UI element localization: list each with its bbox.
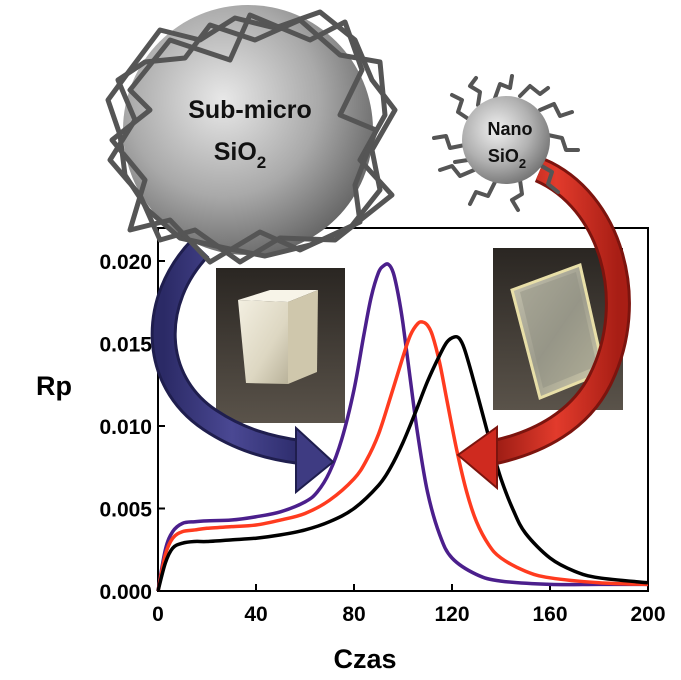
sub-micro-sio2-particle: Sub-micro SiO2 — [105, 5, 398, 265]
y-axis: 0.000 0.005 0.010 0.015 0.020 — [99, 251, 165, 604]
series-layer — [156, 262, 649, 592]
opaque-sample-photo — [216, 268, 345, 423]
y-tick-label: 0.020 — [99, 251, 152, 274]
nano-label-line2: SiO2 — [488, 146, 526, 171]
nano-sio2-particle: Nano SiO2 — [432, 74, 580, 212]
blue-arrow — [150, 238, 335, 495]
y-tick-label: 0.015 — [99, 334, 152, 357]
series-line-1 — [156, 262, 648, 592]
red-arrow — [456, 158, 631, 491]
x-tick-label: 200 — [630, 603, 665, 626]
y-axis-title: Rp — [36, 371, 72, 401]
x-axis-title: Czas — [333, 644, 396, 674]
nano-label-line1: Nano — [488, 119, 533, 139]
x-tick-label: 0 — [152, 603, 164, 626]
x-tick-label: 160 — [532, 603, 567, 626]
sub-micro-label-line2: SiO2 — [214, 138, 267, 172]
x-tick-label: 120 — [434, 603, 469, 626]
series-line-2 — [156, 320, 649, 592]
y-tick-label: 0.000 — [99, 581, 152, 604]
sub-micro-label-line1: Sub-micro — [188, 96, 312, 124]
y-tick-label: 0.005 — [99, 499, 152, 522]
x-tick-label: 40 — [244, 603, 267, 626]
x-axis: 0 40 80 120 160 200 — [152, 584, 666, 626]
y-tick-label: 0.010 — [99, 416, 152, 439]
x-tick-label: 80 — [342, 603, 365, 626]
series-line-3 — [156, 334, 649, 592]
